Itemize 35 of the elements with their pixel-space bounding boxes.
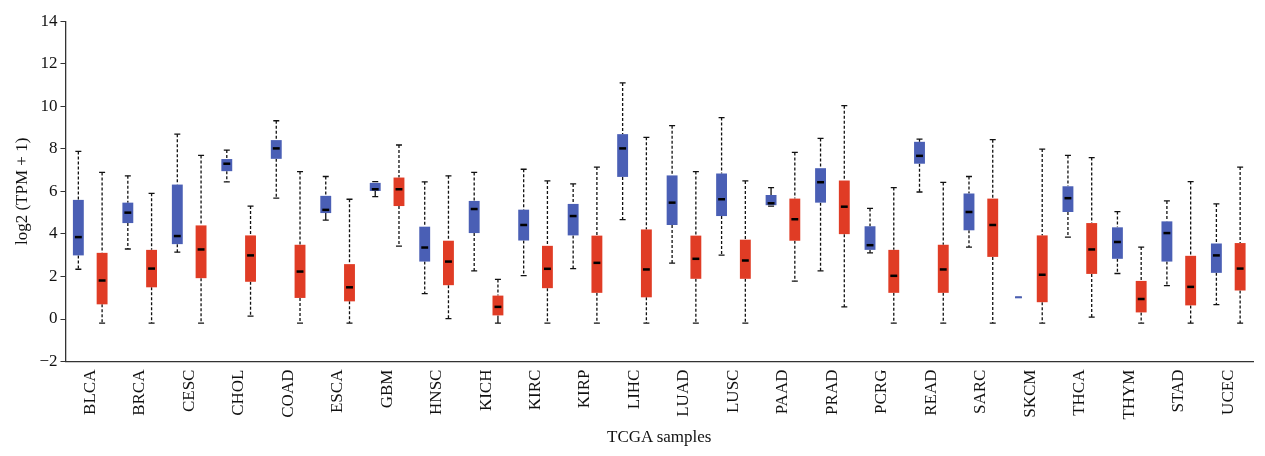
x-tick-label: THCA [1069,368,1089,416]
y-tick-label: 2 [48,265,58,285]
x-axis-title: TCGA samples [607,427,712,447]
y-axis-title: log2 (TPM + 1) [11,137,31,246]
y-tick-label: 12 [40,53,58,73]
x-tick-label: BRCA [129,368,149,416]
x-tick-label: CHOL [228,369,248,416]
x-tick-label: LUSC [722,369,742,414]
x-tick-label: LIHC [623,369,643,410]
x-tick-label: ESCA [327,368,347,414]
x-tick-label: CESC [178,369,198,413]
x-tick-label: HNSC [426,369,446,415]
x-tick-label: UCEC [1217,369,1237,415]
x-tick-label: LUAD [673,369,693,417]
x-tick-label: COAD [277,369,297,418]
y-tick-label: 10 [40,95,58,115]
x-tick-label: SKCM [1019,369,1039,418]
x-tick-label: PRAD [821,369,841,415]
y-tick-label: 14 [40,10,58,30]
x-tick-label: KICH [475,369,495,412]
x-tick-label: BLCA [79,368,99,415]
x-tick-label: READ [920,369,940,416]
y-tick-label: 4 [48,223,58,243]
y-tick-label: 0 [48,308,58,328]
x-tick-label: KIRC [525,369,545,411]
y-tick-label: 6 [48,180,58,200]
y-tick-label: 8 [48,138,58,158]
x-tick-label: THYM [1118,369,1138,420]
x-tick-label: SARC [970,369,990,414]
x-tick-label: PAAD [772,369,792,415]
x-tick-label: GBM [376,369,396,409]
y-tick-label: −2 [39,351,58,371]
x-tick-label: STAD [1168,369,1188,413]
x-tick-label: PCRG [871,369,891,414]
x-tick-label: KIRP [574,369,594,409]
